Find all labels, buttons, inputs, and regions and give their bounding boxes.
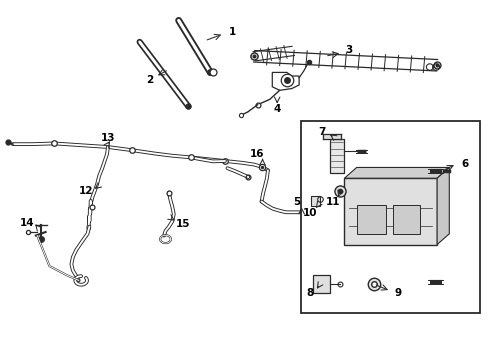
Text: 13: 13 <box>101 133 115 143</box>
Text: 16: 16 <box>249 149 264 159</box>
Text: 5: 5 <box>293 197 300 207</box>
Polygon shape <box>436 167 448 244</box>
Text: 2: 2 <box>145 75 153 85</box>
Text: 15: 15 <box>176 219 190 229</box>
Bar <box>312 275 329 293</box>
Text: 7: 7 <box>317 127 325 136</box>
Text: 1: 1 <box>228 27 235 37</box>
Text: 9: 9 <box>394 288 401 298</box>
Bar <box>300 121 479 313</box>
Text: 4: 4 <box>273 104 280 114</box>
Text: 12: 12 <box>79 186 93 197</box>
Polygon shape <box>344 167 448 178</box>
Bar <box>344 178 436 244</box>
Bar <box>392 205 419 234</box>
Text: 14: 14 <box>20 218 35 228</box>
Text: 3: 3 <box>345 45 352 55</box>
Text: 6: 6 <box>460 159 468 169</box>
Text: 10: 10 <box>303 208 317 218</box>
Text: 11: 11 <box>325 197 340 207</box>
Bar <box>356 205 385 234</box>
Bar <box>311 196 320 206</box>
Bar <box>329 139 344 173</box>
Text: 8: 8 <box>306 288 313 298</box>
